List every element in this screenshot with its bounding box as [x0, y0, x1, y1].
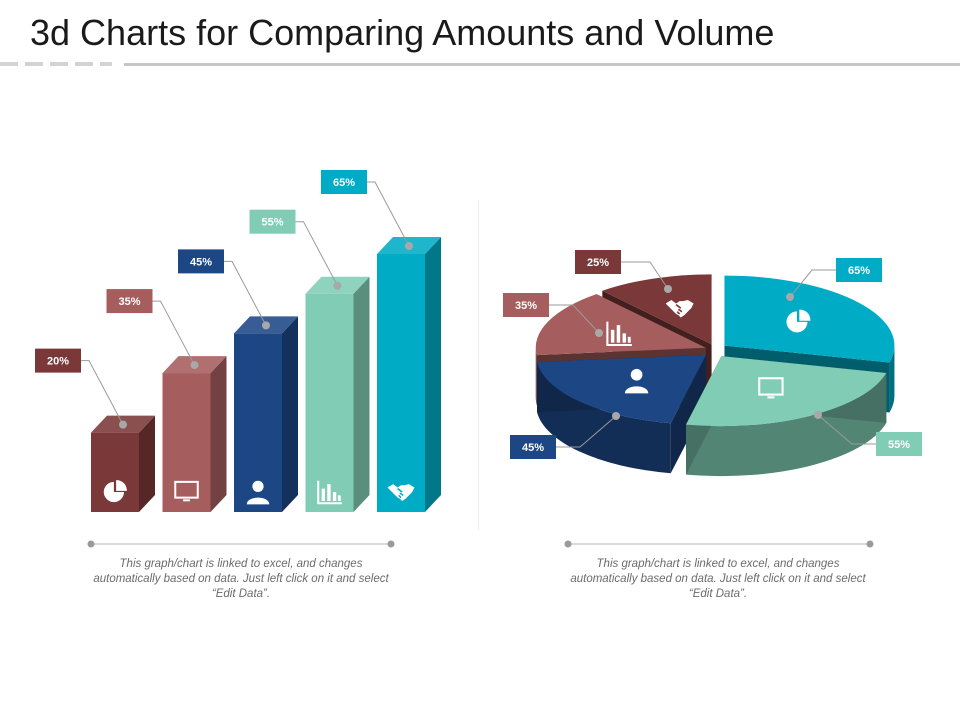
caption-rule-dot-end-1 [387, 540, 395, 548]
bar-label-4-box [249, 209, 296, 234]
chart-divider [478, 200, 479, 530]
bar-label-5-box [321, 170, 367, 194]
bar-front-5 [377, 254, 425, 512]
pie-wall-2 [686, 373, 887, 477]
bar-label-2: 35% [118, 296, 140, 308]
pie-callout-3 [556, 415, 617, 448]
pie-label-5-box [575, 250, 621, 274]
caption-rule-dot-start-2 [564, 540, 572, 548]
pie-label-2-box [876, 432, 922, 456]
bar-label-1-box [35, 348, 81, 373]
bar-front-4 [305, 293, 354, 512]
bar-side-2 [210, 356, 227, 512]
pie-wall-4 [535, 347, 537, 406]
pie-slice-4 [535, 294, 706, 356]
pie-wall-3 [537, 362, 671, 474]
bar-chart-caption: This graph/chart is linked to excel, and… [93, 558, 389, 600]
bar-label-5: 65% [333, 177, 355, 189]
pie-callout-5-dot [664, 285, 672, 293]
caption-rule-dot-start-1 [87, 540, 95, 548]
bar-callout-3-dot [262, 321, 270, 330]
pie-label-5: 25% [587, 257, 609, 269]
bar-label-1: 20% [47, 356, 69, 368]
pie-label-3-box [510, 435, 556, 459]
bar-label-3: 45% [190, 256, 212, 268]
pie-label-1-box [836, 258, 882, 282]
bar-callout-5 [367, 181, 410, 247]
pie-callout-4-dot [595, 329, 603, 337]
bar-label-3-box [178, 249, 224, 274]
pie-label-1: 65% [848, 265, 870, 277]
pie-callout-5 [621, 261, 669, 290]
bar-side-3 [282, 316, 298, 512]
bar-callout-3 [224, 260, 267, 326]
pie-callout-1 [789, 269, 836, 298]
bar-label-4: 55% [261, 217, 283, 229]
pie-label-3: 45% [522, 442, 544, 454]
bar-side-5 [425, 237, 441, 512]
bar-label-2-box [106, 289, 153, 314]
pie-callout-2 [817, 414, 876, 445]
pie-callout-2-dot [814, 411, 822, 419]
bar-callout-1-dot [119, 420, 127, 429]
bar-callout-4-dot [333, 281, 342, 290]
pie-callout-3-dot [612, 412, 620, 420]
bar-callout-2-dot [190, 361, 199, 370]
pie-label-4-box [503, 293, 549, 317]
bar-callout-1 [81, 360, 124, 425]
pie-chart-caption: This graph/chart is linked to excel, and… [570, 558, 866, 600]
pie-wall-1 [889, 345, 895, 413]
pie-callout-1-dot [786, 293, 794, 301]
pie-label-2: 55% [888, 439, 910, 451]
pie-callout-4 [549, 304, 600, 334]
bar-side-1 [139, 415, 155, 512]
pie-slice-3 [537, 354, 707, 424]
page-title: 3d Charts for Comparing Amounts and Volu… [30, 12, 775, 53]
bar-callout-5-dot [405, 242, 413, 250]
pie-label-4: 35% [515, 300, 537, 312]
pie-slice-2 [686, 356, 887, 427]
bar-side-4 [353, 276, 370, 512]
caption-rule-dot-end-2 [866, 540, 874, 548]
title-underline [0, 61, 960, 67]
bar-callout-2 [152, 300, 195, 366]
bar-front-2 [162, 373, 211, 512]
bar-callout-4 [295, 221, 338, 286]
pie-slice-5 [602, 274, 712, 345]
